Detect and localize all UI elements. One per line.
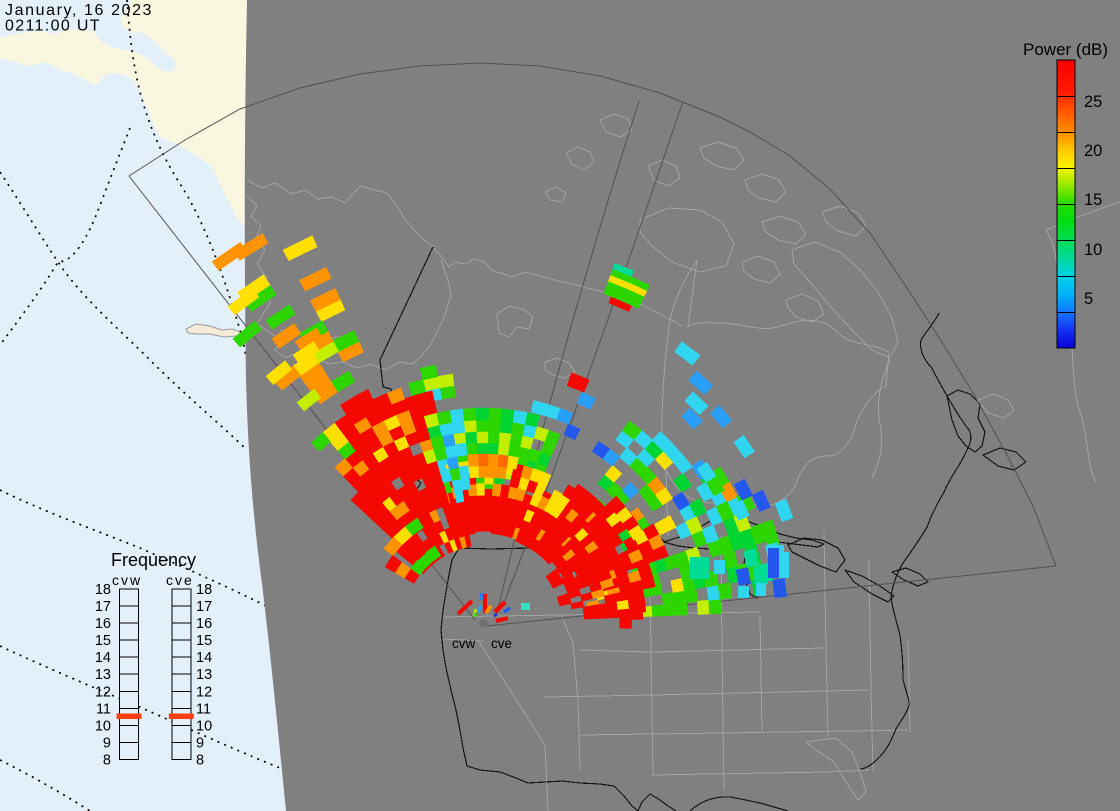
svg-text:12: 12 bbox=[196, 684, 212, 700]
svg-text:11: 11 bbox=[196, 701, 211, 717]
svg-text:cvw: cvw bbox=[112, 572, 142, 588]
svg-text:17: 17 bbox=[196, 599, 212, 615]
svg-text:10: 10 bbox=[196, 718, 212, 734]
svg-text:10: 10 bbox=[95, 718, 111, 734]
svg-text:15: 15 bbox=[196, 633, 212, 649]
svg-text:25: 25 bbox=[1084, 93, 1102, 111]
svg-text:cve: cve bbox=[166, 572, 194, 588]
svg-text:Power (dB): Power (dB) bbox=[1023, 40, 1108, 59]
svg-text:15: 15 bbox=[1084, 191, 1102, 209]
svg-text:0211:00 UT: 0211:00 UT bbox=[5, 18, 101, 35]
svg-text:18: 18 bbox=[95, 582, 111, 598]
svg-text:20: 20 bbox=[1084, 142, 1102, 160]
svg-text:12: 12 bbox=[95, 684, 111, 700]
svg-text:14: 14 bbox=[196, 650, 212, 666]
svg-text:16: 16 bbox=[95, 616, 111, 632]
svg-text:9: 9 bbox=[103, 736, 111, 752]
svg-text:15: 15 bbox=[95, 633, 111, 649]
svg-text:13: 13 bbox=[196, 667, 212, 683]
svg-text:9: 9 bbox=[196, 736, 204, 752]
svg-text:8: 8 bbox=[103, 753, 111, 769]
svg-text:cve: cve bbox=[491, 636, 512, 651]
svg-text:13: 13 bbox=[95, 667, 111, 683]
svg-text:cvw: cvw bbox=[452, 636, 476, 651]
svg-text:Frequency: Frequency bbox=[111, 550, 196, 570]
svg-text:January, 16 2023: January, 16 2023 bbox=[5, 2, 153, 19]
svg-text:18: 18 bbox=[196, 582, 212, 598]
svg-text:10: 10 bbox=[1084, 241, 1102, 259]
svg-text:17: 17 bbox=[95, 599, 111, 615]
svg-text:11: 11 bbox=[96, 701, 111, 717]
svg-text:5: 5 bbox=[1084, 290, 1093, 308]
svg-text:8: 8 bbox=[196, 753, 204, 769]
svg-text:16: 16 bbox=[196, 616, 212, 632]
svg-text:14: 14 bbox=[95, 650, 111, 666]
